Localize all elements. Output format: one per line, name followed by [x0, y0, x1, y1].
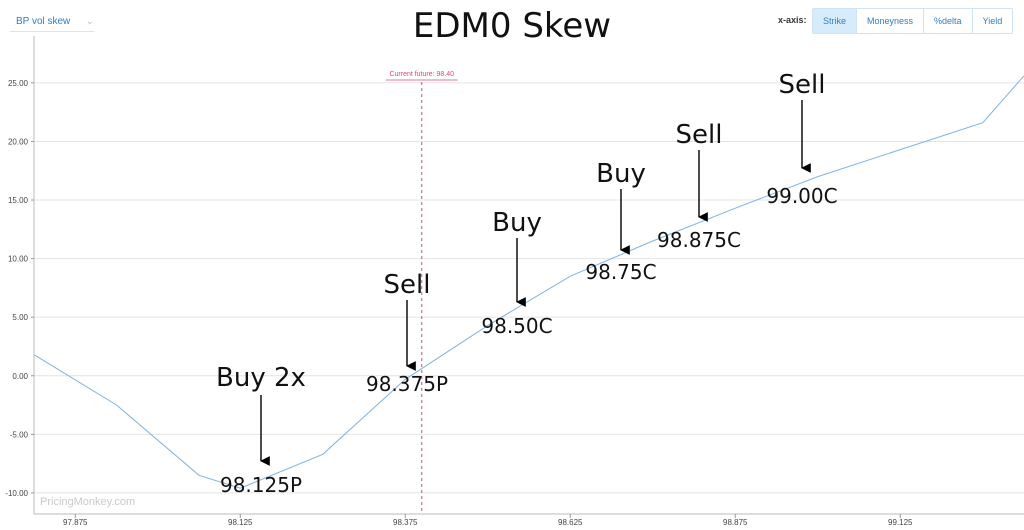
xaxis-selector-label: x-axis: — [778, 15, 807, 25]
trade-action-label: Buy — [492, 208, 542, 238]
xaxis-option-yield[interactable]: Yield — [971, 9, 1013, 33]
xaxis-option-moneyness[interactable]: Moneyness — [856, 9, 924, 33]
y-tick-label: 20.00 — [8, 137, 29, 146]
xaxis-option-delta[interactable]: %delta — [923, 9, 972, 33]
current-future-label: Current future: 98.40 — [389, 71, 454, 78]
strike-label: 98.50C — [481, 314, 552, 338]
trade-annotation: Buy 98.50C — [481, 208, 552, 338]
trade-annotations: Buy 2x 98.125P Sell 98.375P Buy 98.50C Buy 98.7… — [216, 70, 838, 497]
trade-action-label: Sell — [676, 120, 723, 150]
vol-type-dropdown[interactable]: BP vol skew ⌄ — [10, 12, 94, 32]
trade-annotation: Buy 98.75C — [585, 159, 656, 284]
x-tick-label: 98.625 — [558, 518, 583, 527]
y-tick-label: 25.00 — [8, 79, 29, 88]
watermark: PricingMonkey.com — [40, 496, 135, 508]
grid — [34, 82, 1024, 494]
x-axis: 97.875 98.125 98.375 98.625 98.875 99.125 — [34, 513, 1024, 527]
trade-annotation: Sell 98.875C — [657, 120, 741, 252]
x-tick-label: 98.375 — [393, 518, 418, 527]
trade-action-label: Buy 2x — [216, 363, 306, 393]
x-tick-label: 97.875 — [63, 518, 88, 527]
vol-type-dropdown-label: BP vol skew — [16, 16, 71, 27]
strike-label: 98.75C — [585, 260, 656, 284]
current-future-marker: Current future: 98.40 — [385, 71, 458, 514]
y-axis: 25.00 20.00 15.00 10.00 5.00 0.00 -5.00 -10.00 — [5, 36, 35, 514]
x-tick-label: 98.875 — [723, 518, 748, 527]
chart-title: EDM0 Skew — [412, 6, 612, 46]
trade-annotation: Sell 98.375P — [366, 270, 448, 396]
y-tick-label: -10.00 — [5, 489, 28, 498]
strike-label: 99.00C — [766, 184, 837, 208]
x-tick-label: 99.125 — [888, 518, 913, 527]
trade-annotation: Buy 2x 98.125P — [216, 363, 306, 497]
trade-action-label: Sell — [779, 70, 826, 100]
xaxis-selector: Strike Moneyness %delta Yield — [812, 8, 1014, 34]
chevron-down-icon: ⌄ — [85, 16, 94, 27]
trade-action-label: Sell — [384, 270, 431, 300]
xaxis-option-strike[interactable]: Strike — [813, 9, 857, 33]
y-tick-label: 5.00 — [12, 313, 28, 322]
y-tick-label: 15.00 — [8, 196, 29, 205]
strike-label: 98.875C — [657, 228, 741, 252]
skew-series-line — [33, 75, 1024, 489]
strike-label: 98.125P — [220, 473, 302, 497]
y-tick-label: 0.00 — [12, 372, 28, 381]
strike-label: 98.375P — [366, 372, 448, 396]
x-tick-label: 98.125 — [228, 518, 253, 527]
trade-action-label: Buy — [596, 159, 646, 189]
y-tick-label: -5.00 — [10, 430, 29, 439]
trade-annotation: Sell 99.00C — [766, 70, 837, 208]
y-tick-label: 10.00 — [8, 255, 29, 264]
